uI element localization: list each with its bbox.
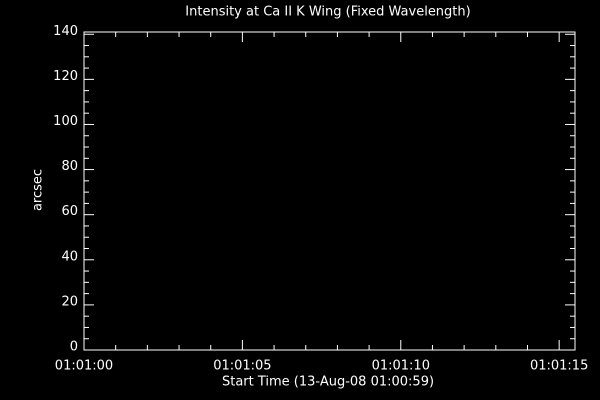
chart-title: Intensity at Ca II K Wing (Fixed Wavelen… xyxy=(185,5,470,20)
x-tick-label: 01:01:15 xyxy=(530,359,588,374)
x-tick-label: 01:01:05 xyxy=(213,359,271,374)
y-tick-label: 0 xyxy=(70,340,78,355)
y-tick-label: 60 xyxy=(61,204,78,219)
x-tick-label: 01:01:10 xyxy=(372,359,430,374)
y-axis-label: arcsec xyxy=(31,169,46,211)
y-tick-label: 140 xyxy=(53,24,78,39)
x-tick-label: 01:01:00 xyxy=(55,359,113,374)
y-tick-label: 100 xyxy=(53,114,78,129)
plot-frame xyxy=(83,31,576,351)
y-tick-label: 40 xyxy=(61,249,78,264)
y-tick-label: 80 xyxy=(61,159,78,174)
x-axis-label: Start Time (13-Aug-08 01:00:59) xyxy=(222,375,434,390)
y-tick-label: 120 xyxy=(53,69,78,84)
y-tick-label: 20 xyxy=(61,294,78,309)
